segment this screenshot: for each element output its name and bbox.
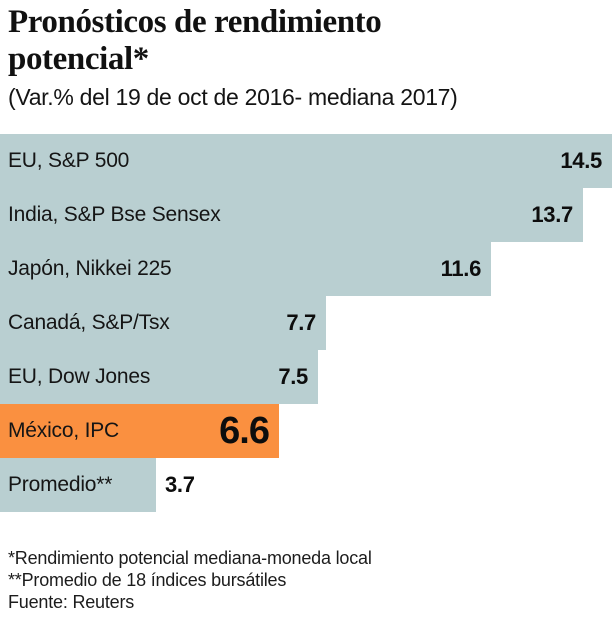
bar-row: EU, S&P 500 14.5 [0,134,612,188]
bar-label: India, S&P Bse Sensex [8,203,221,226]
bar-value: 13.7 [531,202,573,227]
bar-value: 6.6 [219,409,270,452]
bar [0,188,583,242]
bar-label: México, IPC [8,419,119,442]
bar-value: 3.7 [165,472,195,497]
bar-label: EU, Dow Jones [8,365,151,388]
bar [0,458,156,512]
bar-value: 14.5 [560,148,602,173]
bar-row: Canadá, S&P/Tsx 7.7 [0,296,612,350]
footnotes-block: *Rendimiento potencial mediana-moneda lo… [8,548,604,614]
chart-header: Pronósticos de rendimiento potencial* (V… [8,0,604,112]
bar-chart: EU, S&P 500 14.5 India, S&P Bse Sensex 13.7… [0,134,612,514]
bar-row: México, IPC 6.6 [0,404,612,458]
bar-row: EU, Dow Jones 7.5 [0,350,612,404]
bar [0,134,612,188]
page-title: Pronósticos de rendimiento potencial* [8,4,382,77]
footnote-average: **Promedio de 18 índices bursátiles [8,569,287,590]
footnote-methodology: *Rendimiento potencial mediana-moneda lo… [8,548,372,568]
chart-subtitle: (Var.% del 19 de oct de 2016- mediana 20… [8,83,458,110]
footnote-source: Fuente: Reuters [8,591,135,612]
bar-label: EU, S&P 500 [8,149,130,172]
bar-value: 11.6 [440,256,482,281]
bar [0,242,491,296]
bar-label: Japón, Nikkei 225 [8,257,172,280]
bar [0,350,318,404]
bar-value: 7.7 [286,310,316,335]
bar-highlight [0,404,279,458]
bar-label: Canadá, S&P/Tsx [8,311,170,334]
bar-row: Japón, Nikkei 225 11.6 [0,242,612,296]
bar [0,296,326,350]
bar-row: India, S&P Bse Sensex 13.7 [0,188,612,242]
bar-label: Promedio** [8,473,113,496]
bar-row: Promedio** 3.7 [0,458,612,512]
bar-value: 7.5 [278,364,308,389]
